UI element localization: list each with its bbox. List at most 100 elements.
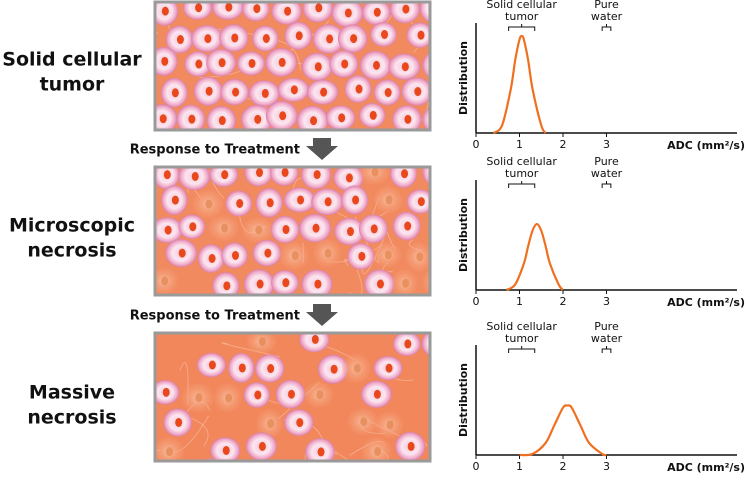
nucleus bbox=[324, 248, 332, 258]
row-label: Microscopic bbox=[9, 215, 135, 237]
arrow-label: Response to Treatment bbox=[130, 143, 300, 158]
nucleus bbox=[314, 279, 322, 289]
nucleus bbox=[161, 6, 169, 16]
image-border bbox=[153, 0, 432, 132]
fiber bbox=[188, 416, 209, 447]
x-tick-label: 3 bbox=[603, 295, 610, 308]
distribution-curve bbox=[505, 222, 564, 291]
nucleus bbox=[381, 29, 389, 39]
nucleus bbox=[232, 87, 240, 97]
nucleus bbox=[297, 195, 305, 205]
arrow-label: Response to Treatment bbox=[130, 309, 300, 324]
cell bbox=[265, 460, 276, 461]
nucleus bbox=[320, 87, 328, 97]
nucleus bbox=[443, 143, 450, 152]
y-axis-label: Distribution bbox=[457, 363, 470, 437]
nucleus bbox=[221, 170, 229, 180]
nucleus bbox=[386, 420, 394, 430]
nucleus bbox=[178, 248, 186, 258]
cell bbox=[315, 464, 345, 483]
nucleus bbox=[162, 387, 170, 397]
nucleus bbox=[264, 248, 272, 258]
distribution-curve bbox=[519, 404, 607, 457]
nucleus bbox=[225, 2, 233, 12]
nucleus bbox=[402, 278, 410, 288]
image-border bbox=[153, 331, 432, 463]
annotation: tumor bbox=[505, 167, 539, 180]
nucleus bbox=[268, 469, 275, 478]
cell bbox=[342, 465, 370, 483]
x-tick-label: 1 bbox=[516, 460, 523, 473]
nucleus bbox=[161, 276, 169, 286]
annotation: water bbox=[591, 10, 623, 23]
nucleus bbox=[449, 416, 456, 425]
cell bbox=[439, 296, 465, 321]
cell bbox=[421, 333, 430, 357]
nucleus bbox=[373, 60, 381, 70]
fiber bbox=[221, 342, 281, 358]
nucleus bbox=[404, 221, 412, 231]
row-label: necrosis bbox=[27, 407, 116, 429]
nucleus bbox=[401, 62, 409, 72]
cell bbox=[428, 82, 430, 94]
nucleus bbox=[164, 225, 172, 235]
annotation: Pure bbox=[594, 320, 619, 333]
nucleus bbox=[431, 4, 438, 13]
nucleus bbox=[387, 143, 394, 152]
nucleus bbox=[344, 8, 352, 18]
nucleus bbox=[171, 88, 179, 98]
cell bbox=[422, 52, 430, 79]
nucleus bbox=[330, 364, 338, 374]
nucleus bbox=[279, 111, 287, 121]
cell bbox=[433, 352, 460, 379]
nucleus bbox=[352, 195, 360, 205]
bracket bbox=[508, 346, 536, 353]
nucleus bbox=[195, 3, 203, 13]
nucleus bbox=[258, 337, 266, 347]
nucleus bbox=[248, 58, 256, 68]
nucleus bbox=[417, 197, 425, 207]
nucleus bbox=[296, 418, 304, 428]
cell bbox=[403, 132, 435, 160]
nucleus bbox=[281, 167, 289, 177]
nucleus bbox=[256, 168, 264, 178]
nucleus bbox=[327, 474, 334, 483]
nucleus bbox=[261, 88, 269, 98]
bracket bbox=[601, 181, 612, 188]
nucleus bbox=[218, 58, 226, 68]
cell bbox=[437, 460, 465, 483]
nucleus bbox=[449, 304, 456, 313]
arrow bbox=[306, 138, 338, 160]
x-tick-label: 1 bbox=[516, 295, 523, 308]
nucleus bbox=[416, 252, 424, 262]
cell bbox=[422, 167, 430, 185]
nucleus bbox=[262, 34, 270, 44]
nucleus bbox=[267, 419, 275, 429]
tissue-image bbox=[153, 331, 465, 483]
bracket bbox=[601, 346, 612, 353]
nucleus bbox=[435, 168, 442, 177]
row-label: Solid cellular bbox=[2, 49, 142, 71]
nucleus bbox=[354, 473, 361, 482]
x-axis-label: ADC (mm²/s) bbox=[667, 461, 745, 474]
tissue bbox=[155, 167, 465, 323]
nucleus bbox=[434, 339, 441, 348]
nucleus bbox=[188, 114, 196, 124]
annotation: Solid cellular bbox=[486, 320, 557, 333]
nucleus bbox=[282, 278, 290, 288]
nucleus bbox=[205, 86, 213, 96]
nucleus bbox=[341, 59, 349, 69]
annotation: Solid cellular bbox=[486, 0, 557, 11]
nucleus bbox=[290, 85, 298, 95]
nucleus bbox=[255, 225, 263, 235]
cell bbox=[285, 464, 316, 483]
cell bbox=[344, 297, 374, 323]
nucleus bbox=[208, 469, 215, 478]
tissue bbox=[155, 333, 465, 483]
nucleus bbox=[417, 30, 425, 40]
y-axis-label: Distribution bbox=[457, 41, 470, 115]
nucleus bbox=[254, 114, 262, 124]
nucleus bbox=[312, 223, 320, 233]
nucleus bbox=[435, 61, 442, 70]
